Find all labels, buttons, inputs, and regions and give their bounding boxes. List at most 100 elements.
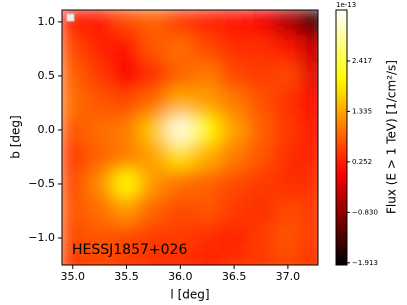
heat-cell [300, 169, 318, 198]
heat-cell [85, 142, 114, 171]
heat-cell [300, 88, 318, 117]
heat-cell [85, 61, 114, 90]
heat-cell [166, 61, 195, 90]
heat-cell [85, 115, 114, 144]
heat-cell [193, 10, 222, 36]
heat-cell [220, 61, 249, 90]
heat-cell [193, 223, 222, 252]
heat-cell [220, 88, 249, 117]
y-tick-label: 1.0 [38, 15, 56, 28]
y-axis-label: b [deg] [9, 115, 23, 158]
heat-cell [247, 196, 275, 225]
heatmap-area [62, 10, 318, 265]
heat-cell [247, 223, 275, 252]
heat-cell [300, 61, 318, 90]
x-tick-label: 35.0 [61, 270, 86, 283]
heat-cell [62, 169, 87, 198]
heat-cell [139, 34, 168, 63]
heat-cell [273, 142, 302, 171]
heat-cell [166, 250, 195, 265]
heat-cell [62, 10, 87, 36]
heat-cell [247, 34, 275, 63]
heat-cell [247, 88, 275, 117]
heat-cell [139, 169, 168, 198]
heat-cell [300, 196, 318, 225]
heat-cell [300, 250, 318, 265]
heat-cell [220, 115, 249, 144]
heat-cell [112, 223, 141, 252]
heat-cell [85, 169, 114, 198]
heat-cell [247, 10, 275, 36]
heat-cell [193, 169, 222, 198]
heat-cell [166, 196, 195, 225]
heat-cell [273, 223, 302, 252]
heat-cell [85, 88, 114, 117]
heat-cell [300, 10, 318, 36]
heat-cell [139, 196, 168, 225]
heat-cell [247, 142, 275, 171]
heat-cell [273, 61, 302, 90]
heat-cell [193, 34, 222, 63]
heat-cell [273, 250, 302, 265]
heat-cell [193, 142, 222, 171]
colorbar [335, 9, 348, 266]
x-axis-label: l [deg] [170, 288, 209, 302]
heat-cell [112, 10, 141, 36]
heat-cell [273, 169, 302, 198]
heat-cell [247, 61, 275, 90]
heat-cell [220, 34, 249, 63]
heat-cell [300, 223, 318, 252]
heat-cell [300, 142, 318, 171]
heat-cell [85, 196, 114, 225]
heat-cell [247, 169, 275, 198]
x-tick-label: 35.5 [114, 270, 139, 283]
heat-cell [139, 10, 168, 36]
y-tick-label: 0.0 [38, 123, 56, 136]
legend-box [66, 13, 75, 22]
heat-cell [220, 196, 249, 225]
heat-cell [112, 250, 141, 265]
colorbar-tick-label: −1.913 [352, 259, 378, 267]
heat-cell [139, 223, 168, 252]
heat-cell [220, 250, 249, 265]
heat-cell [193, 61, 222, 90]
heat-cell [112, 34, 141, 63]
heat-cell [193, 196, 222, 225]
colorbar-tick-label: −0.830 [352, 208, 378, 216]
y-tick-label: −0.5 [28, 177, 55, 190]
heat-cell [62, 88, 87, 117]
heat-cell [62, 223, 87, 252]
heat-cell [220, 10, 249, 36]
plot-frame [61, 9, 319, 266]
heat-cell [139, 250, 168, 265]
heat-cell [112, 115, 141, 144]
heat-cell [273, 34, 302, 63]
colorbar-offset: 1e-13 [336, 1, 356, 9]
x-tick-label: 36.5 [222, 270, 247, 283]
heat-cell [193, 250, 222, 265]
x-tick-label: 37.0 [276, 270, 301, 283]
heat-cell [139, 88, 168, 117]
heat-cell [273, 88, 302, 117]
heat-cell [220, 223, 249, 252]
heat-cell [139, 115, 168, 144]
heatmap-cells [62, 10, 318, 265]
heat-cell [62, 196, 87, 225]
heat-cell [62, 142, 87, 171]
heat-cell [300, 34, 318, 63]
heat-cell [62, 250, 87, 265]
heat-cell [300, 115, 318, 144]
heat-cell [112, 61, 141, 90]
heat-cell [139, 142, 168, 171]
heat-cell [166, 10, 195, 36]
heat-cell [166, 88, 195, 117]
y-tick-label: 0.5 [38, 69, 56, 82]
heat-cell [139, 61, 168, 90]
heat-cell [193, 115, 222, 144]
x-tick-label: 36.0 [168, 270, 193, 283]
heat-cell [112, 196, 141, 225]
heat-cell [166, 223, 195, 252]
heat-cell [112, 169, 141, 198]
heat-cell [166, 115, 195, 144]
